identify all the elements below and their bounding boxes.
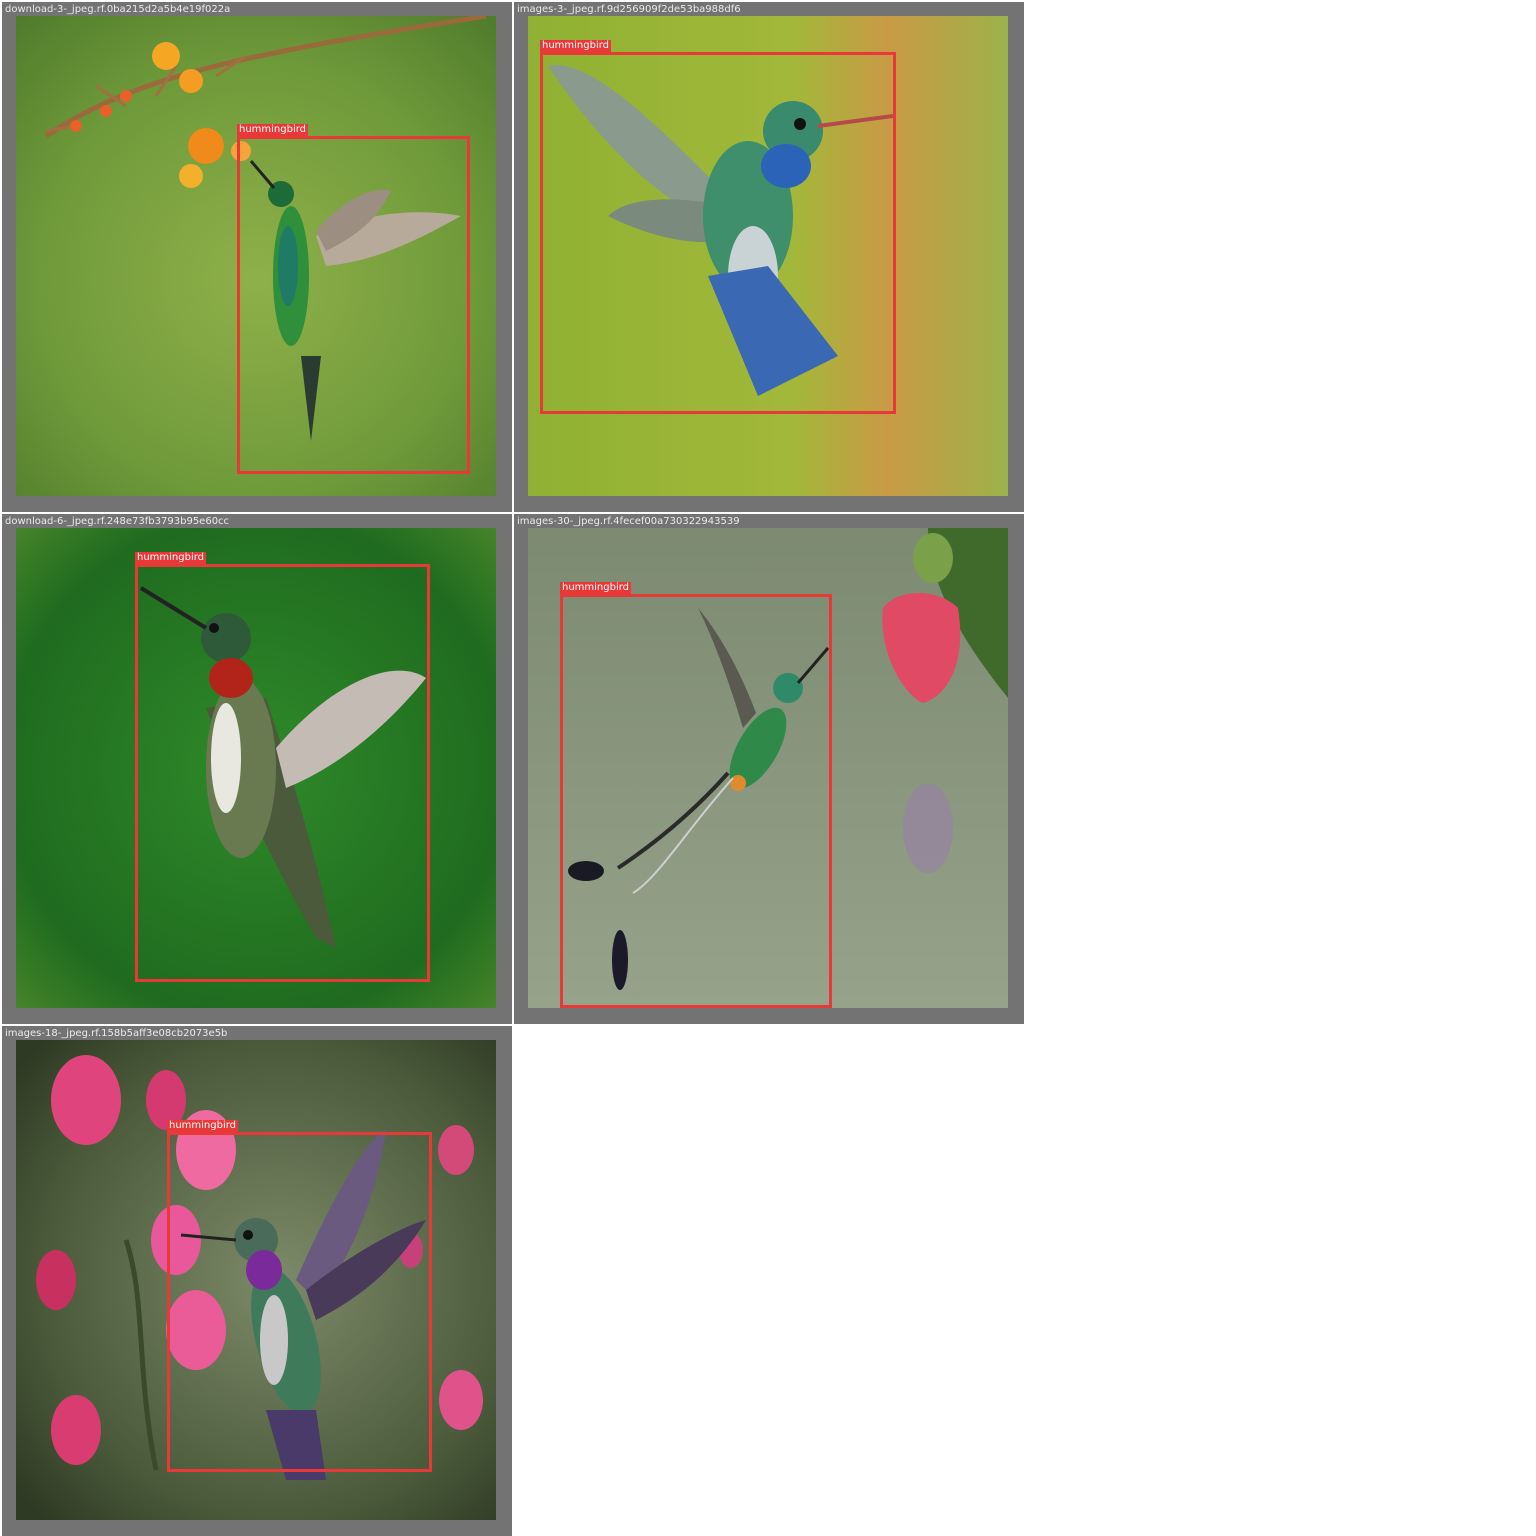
image-tile-2: images-3-_jpeg.rf.9d256909f2de53ba988df6 bbox=[514, 2, 1024, 512]
detection-label: hummingbird bbox=[237, 124, 309, 136]
image-tile-5: images-18-_jpeg.rf.158b5aff3e08cb2073e5b bbox=[2, 1026, 512, 1536]
photo bbox=[16, 16, 496, 496]
flower-icon bbox=[882, 533, 961, 703]
image-filename: images-3-_jpeg.rf.9d256909f2de53ba988df6 bbox=[517, 4, 741, 15]
flower-icon bbox=[36, 1055, 483, 1465]
photo bbox=[16, 1040, 496, 1520]
photo bbox=[528, 16, 1008, 496]
detection-box: hummingbird bbox=[167, 1120, 432, 1472]
photo-scene bbox=[16, 528, 496, 1008]
hummingbird-icon bbox=[249, 160, 461, 441]
detection-box: hummingbird bbox=[237, 124, 470, 474]
detection-label: hummingbird bbox=[540, 40, 612, 52]
image-filename: images-30-_jpeg.rf.4fecef00a730322943539 bbox=[517, 516, 740, 527]
photo bbox=[528, 528, 1008, 1008]
detection-label: hummingbird bbox=[135, 552, 207, 564]
image-filename: download-6-_jpeg.rf.248e73fb3793b95e60cc bbox=[5, 516, 230, 527]
photo-scene bbox=[528, 528, 1008, 1008]
hummingbird-icon bbox=[568, 608, 830, 990]
hummingbird-icon bbox=[180, 1130, 426, 1480]
hummingbird-icon bbox=[548, 65, 894, 396]
hummingbird-icon bbox=[139, 586, 426, 948]
photo-scene bbox=[528, 16, 1008, 496]
detection-box: hummingbird bbox=[560, 582, 832, 1008]
photo-scene bbox=[16, 16, 496, 496]
image-tile-4: images-30-_jpeg.rf.4fecef00a730322943539 bbox=[514, 514, 1024, 1024]
photo-scene bbox=[16, 1040, 496, 1520]
flower-icon bbox=[70, 42, 251, 188]
detection-label: hummingbird bbox=[167, 1120, 239, 1132]
image-filename: images-18-_jpeg.rf.158b5aff3e08cb2073e5b bbox=[5, 1028, 228, 1039]
image-tile-3: download-6-_jpeg.rf.248e73fb3793b95e60cc bbox=[2, 514, 512, 1024]
detection-box: hummingbird bbox=[135, 552, 430, 982]
detection-box: hummingbird bbox=[540, 40, 896, 414]
image-filename: download-3-_jpeg.rf.0ba215d2a5b4e19f022a bbox=[5, 4, 231, 15]
image-tile-1: download-3-_jpeg.rf.0ba215d2a5b4e19f022a bbox=[2, 2, 512, 512]
photo bbox=[16, 528, 496, 1008]
detection-label: hummingbird bbox=[560, 582, 632, 594]
